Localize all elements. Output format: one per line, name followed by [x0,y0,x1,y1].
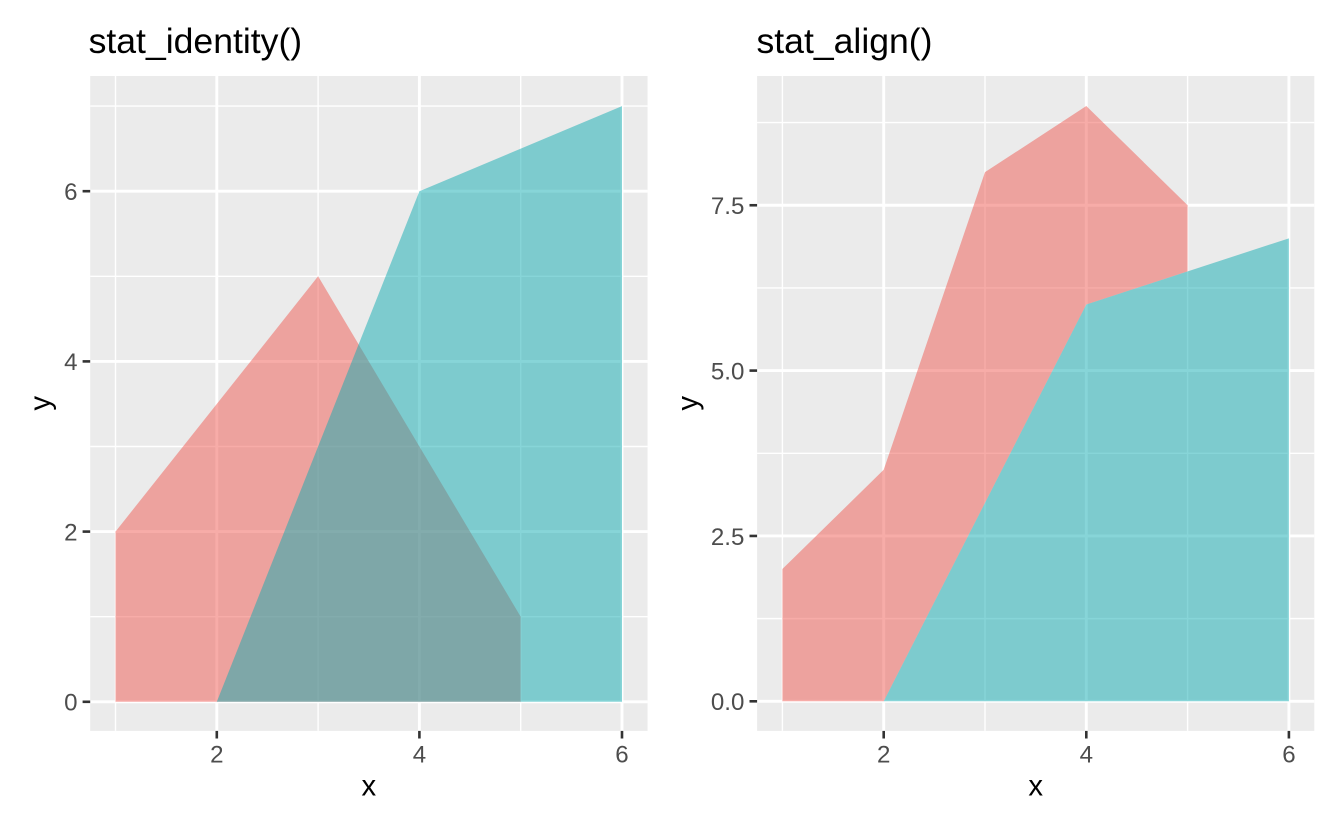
svg-text:4: 4 [413,741,426,768]
svg-text:6: 6 [1282,741,1295,768]
svg-text:x: x [362,769,377,802]
svg-text:2.5: 2.5 [711,524,745,551]
svg-text:stat_identity(): stat_identity() [89,21,303,61]
svg-text:2: 2 [210,741,223,768]
svg-text:y: y [24,396,57,411]
svg-text:0: 0 [64,690,77,717]
svg-text:x: x [1028,769,1043,802]
svg-text:4: 4 [64,349,77,376]
svg-text:2: 2 [64,519,77,546]
svg-text:y: y [671,396,704,411]
svg-text:stat_align(): stat_align() [757,21,933,61]
svg-text:6: 6 [615,741,628,768]
svg-text:6: 6 [64,179,77,206]
svg-text:5.0: 5.0 [711,358,745,385]
svg-text:4: 4 [1080,741,1093,768]
svg-text:7.5: 7.5 [711,193,745,220]
svg-text:2: 2 [877,741,890,768]
svg-text:0.0: 0.0 [711,689,745,716]
